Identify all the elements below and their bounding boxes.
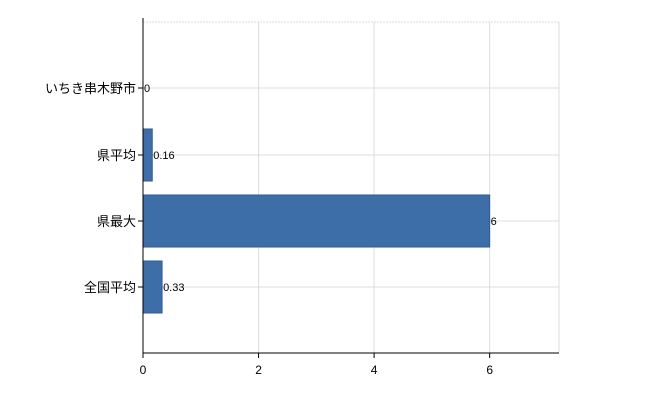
data-label-3: 0.33: [163, 282, 184, 294]
bar-3: [142, 260, 163, 314]
category-label-2: 県最大: [97, 215, 136, 230]
grid-layer: [143, 21, 560, 353]
data-label-1: 0.16: [153, 150, 174, 162]
category-label-1: 県平均: [97, 149, 136, 164]
bar-1: [142, 128, 153, 182]
data-label-0: 0: [144, 83, 150, 95]
category-label-0: いちき串木野市: [45, 81, 136, 97]
bar-2: [142, 194, 491, 248]
x-tick-label-0: 0: [140, 363, 147, 377]
x-tick-label-2: 4: [371, 363, 378, 377]
x-tick-label-3: 6: [486, 363, 493, 377]
bar-layer: [142, 128, 491, 314]
data-label-2: 6: [491, 216, 497, 228]
axis-layer: [138, 18, 559, 358]
x-tick-label-1: 2: [255, 363, 262, 377]
category-label-3: 全国平均: [84, 280, 136, 296]
